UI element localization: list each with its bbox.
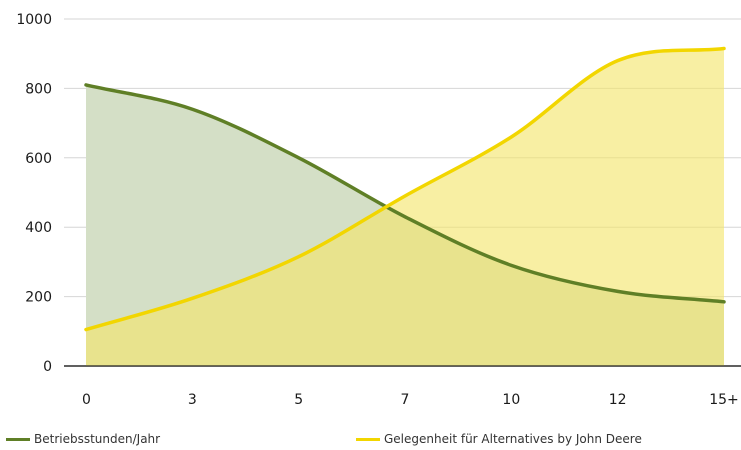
y-tick-label-1000: 1000 (16, 12, 52, 28)
y-tick-label-600: 600 (25, 151, 52, 167)
x-tick-label-7: 7 (401, 392, 410, 408)
x-tick-label-15plus: 15+ (709, 392, 739, 408)
y-tick-label-800: 800 (25, 81, 52, 97)
y-tick-label-200: 200 (25, 290, 52, 306)
x-tick-label-5: 5 (294, 392, 303, 408)
area-chart: 0 200 400 600 800 1000 0 3 5 7 10 12 15+ (16, 12, 741, 408)
legend-label-betriebsstunden: Betriebsstunden/Jahr (34, 432, 161, 446)
area-gelegenheit (86, 48, 724, 366)
legend-item-betriebsstunden: Betriebsstunden/Jahr (6, 432, 160, 446)
line-gelegenheit (84, 46, 726, 332)
y-tick-label-400: 400 (25, 220, 52, 236)
line-betriebsstunden (84, 83, 726, 304)
x-tick-label-3: 3 (188, 392, 197, 408)
x-tick-label-12: 12 (609, 392, 627, 408)
x-tick-label-0: 0 (82, 392, 91, 408)
legend: Betriebsstunden/Jahr Gelegenheit für Alt… (0, 432, 741, 450)
y-tick-label-0: 0 (43, 359, 52, 375)
legend-swatch-betriebsstunden (6, 437, 30, 441)
legend-label-gelegenheit: Gelegenheit für Alternatives by John Dee… (384, 432, 642, 446)
x-tick-label-10: 10 (502, 392, 520, 408)
legend-swatch-gelegenheit (356, 437, 380, 441)
legend-item-gelegenheit: Gelegenheit für Alternatives by John Dee… (356, 432, 642, 446)
